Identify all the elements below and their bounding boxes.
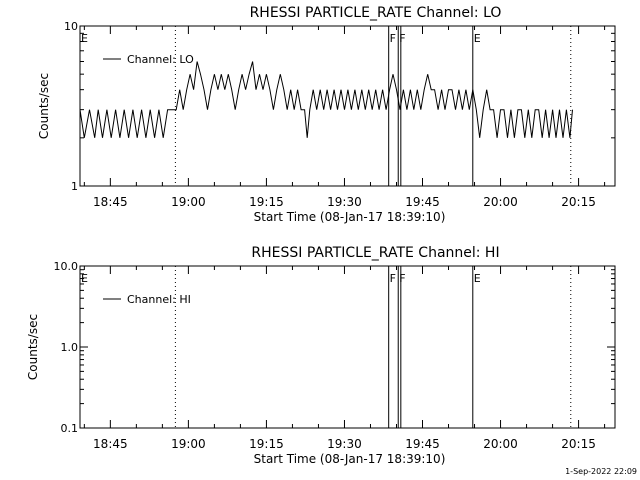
x-tick-label: 19:45 [405, 437, 440, 451]
x-axis-label: Start Time (08-Jan-17 18:39:10) [254, 210, 446, 224]
chart-title: RHESSI PARTICLE_RATE Channel: HI [251, 245, 499, 261]
x-tick-label: 20:15 [561, 195, 596, 209]
x-tick-label: 19:30 [327, 195, 362, 209]
y-tick-label: 10 [64, 20, 78, 33]
x-tick-label: 19:00 [171, 437, 206, 451]
series-line [79, 61, 573, 138]
x-tick-label: 19:15 [249, 195, 284, 209]
y-tick-label: 0.1 [61, 422, 79, 435]
legend-label: Channel: HI [127, 293, 191, 306]
footer-timestamp: 1-Sep-2022 22:09 [565, 467, 637, 476]
y-axis-label: Counts/sec [26, 314, 40, 380]
event-marker-label: F [390, 32, 396, 45]
event-marker-label: E [474, 272, 481, 285]
x-tick-label: 19:30 [327, 437, 362, 451]
x-tick-label: 20:00 [483, 437, 518, 451]
x-tick-label: 19:00 [171, 195, 206, 209]
event-marker-label: E [81, 32, 88, 45]
y-axis-label: Counts/sec [37, 73, 51, 139]
event-marker-label: E [81, 272, 88, 285]
chart-title: RHESSI PARTICLE_RATE Channel: LO [250, 5, 502, 21]
event-marker-label: E [474, 32, 481, 45]
x-tick-label: 19:15 [249, 437, 284, 451]
y-tick-label: 1.0 [61, 341, 79, 354]
x-tick-label: 18:45 [93, 195, 128, 209]
x-tick-label: 18:45 [93, 437, 128, 451]
chart-panel-hi: RHESSI PARTICLE_RATE Channel: HI Counts/s… [26, 245, 616, 466]
event-marker-label: F [399, 32, 405, 45]
chart-panel-lo: RHESSI PARTICLE_RATE Channel: LO Counts/s… [37, 5, 616, 224]
x-tick-label: 19:45 [405, 195, 440, 209]
legend-label: Channel: LO [127, 53, 194, 66]
event-marker-label: F [399, 272, 405, 285]
plot-frame [79, 265, 616, 429]
plot-frame [79, 25, 616, 187]
x-axis-label: Start Time (08-Jan-17 18:39:10) [254, 452, 446, 466]
event-marker-label: F [390, 272, 396, 285]
y-tick-label: 10.0 [54, 260, 79, 273]
x-tick-label: 20:15 [561, 437, 596, 451]
y-tick-label: 1 [71, 180, 78, 193]
x-tick-label: 20:00 [483, 195, 518, 209]
